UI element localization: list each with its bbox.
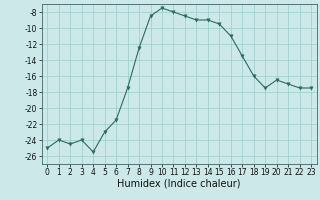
- X-axis label: Humidex (Indice chaleur): Humidex (Indice chaleur): [117, 179, 241, 189]
